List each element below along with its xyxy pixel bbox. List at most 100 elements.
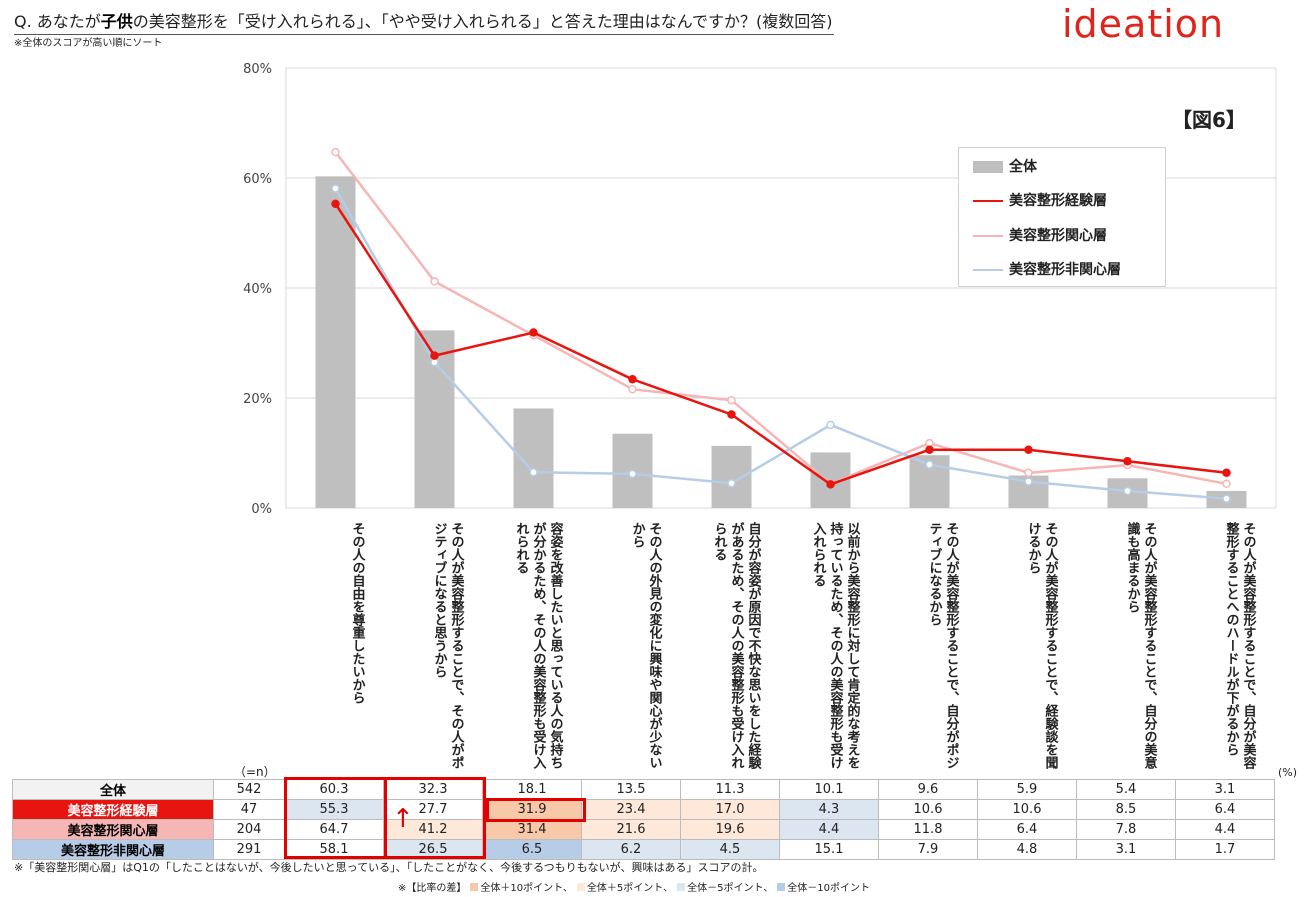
x-category-label: その人の自由を尊重したいから bbox=[349, 522, 365, 704]
x-category-label: その人が美容整形することで、自分が美容整形することへのハードルが下がるから bbox=[1223, 522, 1256, 769]
question-title: Q. あなたが子供の美容整形を「受け入れられる」、「やや受け入れられる」と答えた… bbox=[14, 8, 834, 35]
value-cell: 8.5 bbox=[1076, 799, 1176, 820]
footnote-definition: ※「美容整形関心層」はQ1の「したことはないが、今後したいと思っている」、「した… bbox=[14, 861, 764, 874]
value-cell: 6.4 bbox=[1175, 799, 1275, 820]
highlight-box-col1 bbox=[284, 777, 387, 859]
point-experienced bbox=[925, 445, 934, 454]
y-tick-label: 0% bbox=[251, 502, 272, 517]
value-cell: 23.4 bbox=[581, 799, 681, 820]
value-cell: 4.8 bbox=[977, 839, 1077, 860]
table-row: 美容整形関心層 204 64.7 41.2 31.4 21.6 19.6 4.4 11.8 6.4… bbox=[12, 819, 1275, 840]
bar-total bbox=[315, 176, 356, 508]
value-cell: 7.8 bbox=[1076, 819, 1176, 840]
x-category-label: その人が美容整形することで、自分の美意識も高まるから bbox=[1124, 522, 1157, 769]
legend-line-swatch bbox=[973, 235, 1003, 237]
value-cell: 21.6 bbox=[581, 819, 681, 840]
value-cell: 6.4 bbox=[977, 819, 1077, 840]
x-category-label: その人が美容整形することで、その人がポジティブになると思うから bbox=[431, 522, 464, 769]
row-label: 美容整形非関心層 bbox=[12, 839, 214, 860]
value-cell: 1.7 bbox=[1175, 839, 1275, 860]
row-label: 美容整形経験層 bbox=[12, 799, 214, 820]
row-label: 全体 bbox=[12, 779, 214, 800]
value-cell: 5.9 bbox=[977, 779, 1077, 800]
value-cell: 9.6 bbox=[878, 779, 978, 800]
legend-line-swatch bbox=[973, 269, 1003, 271]
x-category-label: その人が美容整形することで、経験談を聞けるから bbox=[1025, 522, 1058, 769]
value-cell: 4.5 bbox=[680, 839, 780, 860]
point-experienced bbox=[1123, 457, 1132, 466]
point-interested bbox=[331, 147, 340, 157]
point-experienced bbox=[1222, 468, 1231, 478]
key-swatch-minus5 bbox=[677, 883, 686, 891]
up-arrow-icon: ↑ bbox=[392, 804, 414, 834]
table-row: 美容整形経験層 47 55.3 27.7 31.9 23.4 17.0 4.3 10.6 10.6… bbox=[12, 799, 1275, 820]
point-uninterested bbox=[727, 479, 736, 488]
x-category-label: その人が美容整形することで、自分がポジティブになるから bbox=[926, 522, 959, 769]
value-cell: 55.3 bbox=[284, 799, 384, 820]
value-cell: 17.0 bbox=[680, 799, 780, 820]
point-uninterested bbox=[826, 420, 835, 430]
value-cell: 3.1 bbox=[1175, 779, 1275, 800]
point-experienced bbox=[529, 328, 538, 337]
point-uninterested bbox=[331, 184, 340, 193]
shading-key: ※【比率の差】 全体＋10ポイント、 全体＋5ポイント、 全体－5ポイント、 全体－10… bbox=[398, 883, 870, 894]
ideation-logo: ideation bbox=[1062, 2, 1225, 46]
value-cell: 19.6 bbox=[680, 819, 780, 840]
x-category-label: 容姿を改善したいと思っている人の気持ちが分かるため、その人の美容整形も受け入れら… bbox=[513, 522, 563, 769]
value-cell: 13.5 bbox=[581, 779, 681, 800]
point-experienced bbox=[1024, 445, 1033, 454]
y-tick-label: 40% bbox=[243, 282, 272, 297]
percent-unit-label: (%) bbox=[1278, 766, 1298, 779]
point-interested bbox=[1222, 479, 1231, 489]
key-swatch-plus10 bbox=[470, 883, 479, 891]
value-cell: 4.4 bbox=[779, 819, 879, 840]
sort-note: ※全体のスコアが高い順にソート bbox=[14, 38, 163, 49]
legend-item-experienced: 美容整形経験層 bbox=[973, 190, 1107, 210]
value-cell: 4.3 bbox=[779, 799, 879, 820]
row-label: 美容整形関心層 bbox=[12, 819, 214, 840]
chart-legend: 全体 美容整形経験層 美容整形関心層 美容整形非関心層 bbox=[958, 147, 1166, 287]
x-category-label: 以前から美容整形に対して肯定的な考えを持っているため、その人の美容整形も受け入れ… bbox=[810, 522, 860, 769]
value-cell: 5.4 bbox=[1076, 779, 1176, 800]
point-uninterested bbox=[1123, 486, 1132, 496]
point-uninterested bbox=[628, 469, 637, 479]
value-cell: 6.2 bbox=[581, 839, 681, 860]
sample-size-cell: 291 bbox=[213, 839, 285, 860]
point-uninterested bbox=[1024, 477, 1033, 486]
n-unit-label: （=n） bbox=[234, 765, 276, 779]
series-line-uninterested bbox=[334, 187, 1227, 500]
key-swatch-minus10 bbox=[777, 883, 786, 891]
value-cell: 10.1 bbox=[779, 779, 879, 800]
point-uninterested bbox=[925, 460, 934, 469]
key-swatch-plus5 bbox=[576, 883, 585, 891]
bar-total bbox=[711, 445, 752, 508]
table-row: 全体 542 60.3 32.3 18.1 13.5 11.3 10.1 9.6 5.9 5.4 3.… bbox=[12, 779, 1275, 800]
value-cell: 15.1 bbox=[779, 839, 879, 860]
series-line-experienced bbox=[334, 203, 1227, 486]
highlight-box-cell bbox=[486, 798, 586, 822]
value-cell: 4.4 bbox=[1175, 819, 1275, 840]
legend-item-interested: 美容整形関心層 bbox=[973, 225, 1107, 245]
legend-item-total: 全体 bbox=[973, 156, 1037, 176]
legend-bar-swatch bbox=[973, 161, 1003, 173]
value-cell: 18.1 bbox=[482, 779, 582, 800]
y-tick-label: 60% bbox=[243, 172, 272, 187]
point-interested bbox=[430, 277, 439, 286]
value-cell: 3.1 bbox=[1076, 839, 1176, 860]
y-tick-label: 20% bbox=[243, 392, 272, 407]
legend-item-uninterested: 美容整形非関心層 bbox=[973, 259, 1121, 279]
legend-line-swatch bbox=[973, 200, 1003, 202]
point-interested bbox=[1024, 468, 1033, 478]
point-experienced bbox=[430, 351, 439, 360]
y-tick-label: 80% bbox=[243, 62, 272, 77]
value-cell: 10.6 bbox=[878, 799, 978, 820]
value-cell: 11.8 bbox=[878, 819, 978, 840]
value-cell: 31.4 bbox=[482, 819, 582, 840]
point-uninterested bbox=[1222, 494, 1231, 503]
point-experienced bbox=[826, 480, 835, 489]
value-cell: 10.6 bbox=[977, 799, 1077, 820]
point-experienced bbox=[331, 199, 340, 209]
figure-label: 【図6】 bbox=[1172, 108, 1246, 132]
table-row: 美容整形非関心層 291 58.1 26.5 6.5 6.2 4.5 15.1 7.9 4.8 3.… bbox=[12, 839, 1275, 860]
